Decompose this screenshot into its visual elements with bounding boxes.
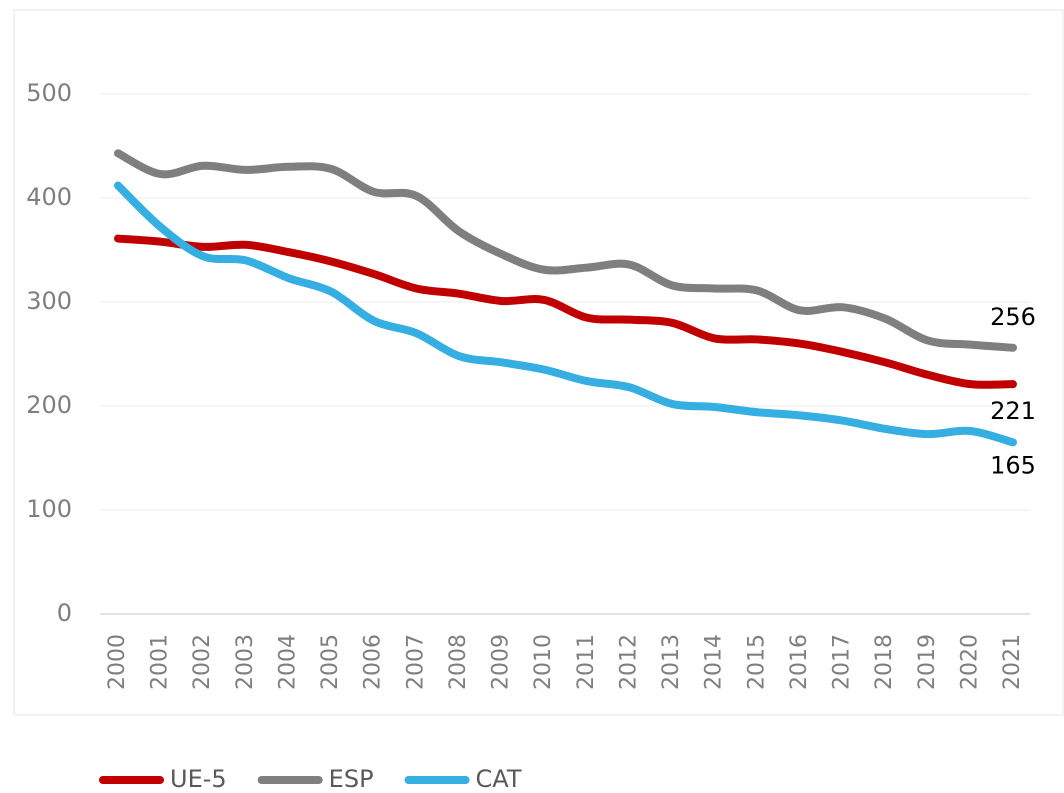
- data-label: 256: [990, 303, 1036, 331]
- x-tick-label: 2016: [787, 634, 812, 690]
- line-series: [114, 149, 1017, 352]
- line-series: [114, 234, 1017, 389]
- x-tick-label: 2020: [957, 634, 982, 690]
- x-tick-label: 2021: [1000, 634, 1025, 690]
- x-tick-label: 2003: [233, 634, 258, 690]
- x-tick-label: 2010: [531, 634, 556, 690]
- x-tick-label: 2001: [148, 634, 173, 690]
- x-tick-label: 2005: [318, 634, 343, 690]
- x-tick-label: 2007: [403, 634, 428, 690]
- legend-label: ESP: [329, 765, 374, 793]
- x-tick-label: 2015: [744, 634, 769, 690]
- y-tick-label: 400: [26, 183, 72, 211]
- x-tick-label: 2011: [574, 634, 599, 690]
- legend-label: UE-5: [170, 765, 227, 793]
- y-tick-label: 200: [26, 391, 72, 419]
- x-tick-label: 2012: [616, 634, 641, 690]
- x-tick-label: 2009: [489, 634, 514, 690]
- line-series: [114, 181, 1017, 447]
- y-tick-label: 100: [26, 495, 72, 523]
- y-tick-label: 300: [26, 287, 72, 315]
- chart-frame: [13, 9, 1064, 716]
- y-tick-label: 500: [26, 79, 72, 107]
- x-tick-label: 2002: [190, 634, 215, 690]
- x-tick-label: 2013: [659, 634, 684, 690]
- x-tick-label: 2008: [446, 634, 471, 690]
- x-tick-label: 2014: [702, 634, 727, 690]
- legend-label: CAT: [476, 765, 522, 793]
- x-tick-label: 2004: [275, 634, 300, 690]
- x-tick-label: 2018: [872, 634, 897, 690]
- x-tick-label: 2019: [915, 634, 940, 690]
- y-tick-label: 0: [57, 599, 72, 627]
- x-tick-label: 2017: [830, 634, 855, 690]
- data-label: 165: [990, 451, 1036, 479]
- data-label: 221: [990, 397, 1036, 425]
- x-tick-label: 2000: [105, 634, 130, 690]
- x-tick-label: 2006: [361, 634, 386, 690]
